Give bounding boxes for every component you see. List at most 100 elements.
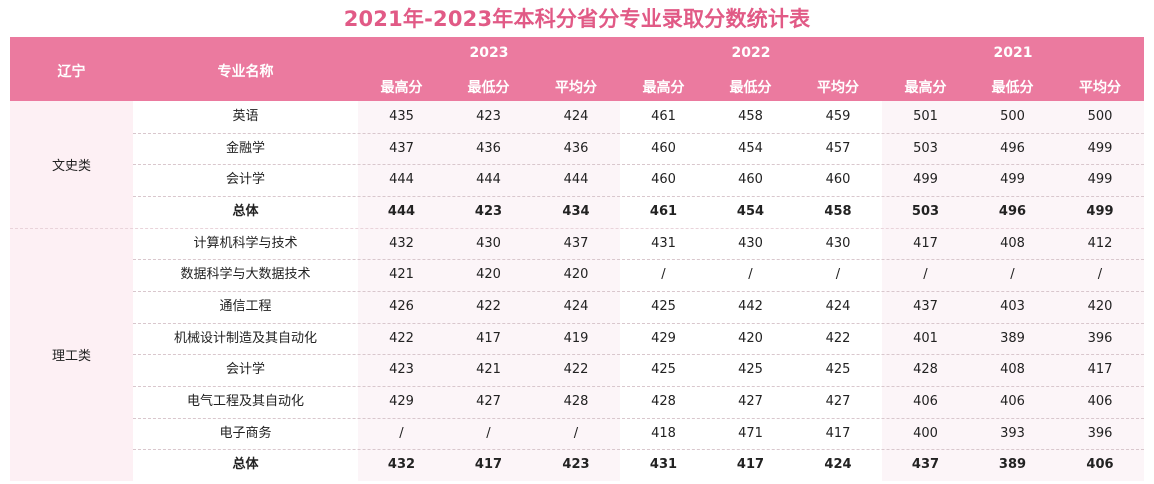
score-cell: 428	[913, 362, 938, 378]
score-cell: 434	[562, 204, 590, 219]
score-cell: 417	[1087, 362, 1113, 378]
score-cell: /	[399, 425, 404, 441]
score-cell: 412	[1087, 235, 1113, 251]
metric-header: 平均分	[555, 80, 597, 96]
score-cell: 471	[738, 425, 763, 441]
major-name: 会计学	[225, 172, 265, 188]
table-row: 机械设计制造及其自动化 422 417 419 429 420 422 401 389 396	[133, 323, 1144, 354]
row-divider	[133, 132, 1144, 134]
score-table: 辽宁 专业名称 2023 2022 2021 最高分 最低分 平均分 最高分 最…	[10, 37, 1144, 482]
score-cell: 444	[387, 204, 416, 219]
score-cell: /	[748, 267, 753, 283]
major-name: 电子商务	[219, 425, 272, 441]
major-name: 会计学	[225, 362, 265, 378]
score-cell: 422	[563, 362, 589, 378]
score-cell: 408	[1000, 362, 1025, 378]
score-cell: 417	[736, 457, 765, 473]
score-cell: 389	[998, 457, 1027, 473]
score-cell: 396	[1087, 330, 1113, 346]
score-cell: 436	[476, 140, 501, 156]
score-cell: 425	[825, 362, 851, 378]
score-cell: 427	[825, 394, 851, 410]
major-name: 总体	[232, 457, 259, 473]
score-cell: 454	[738, 140, 763, 156]
score-cell: 427	[476, 394, 501, 410]
score-cell: 499	[1086, 204, 1114, 219]
table-row: 金融学 437 436 436 460 454 457 503 496 499	[133, 133, 1144, 164]
metric-header: 最低分	[467, 80, 510, 96]
metric-header: 最低分	[729, 80, 772, 96]
score-cell: 419	[563, 330, 589, 346]
score-cell: 432	[389, 235, 414, 251]
score-cell: /	[923, 267, 928, 283]
year-header-2022: 2022	[731, 45, 771, 61]
score-cell: 425	[651, 299, 676, 315]
score-cell: 457	[825, 140, 851, 156]
score-cell: 499	[913, 172, 938, 188]
score-cell: 459	[825, 109, 851, 124]
category-label: 理工类	[51, 349, 91, 365]
metric-header: 最高分	[380, 80, 423, 96]
row-divider	[133, 164, 1144, 166]
score-cell: 437	[563, 235, 589, 251]
score-cell: 444	[476, 172, 501, 188]
score-cell: 406	[1086, 457, 1114, 473]
major-name: 数据科学与大数据技术	[180, 267, 311, 283]
score-cell: 437	[911, 457, 940, 473]
score-cell: 401	[913, 330, 938, 346]
score-cell: 423	[474, 204, 503, 219]
score-cell: 420	[563, 267, 589, 283]
score-cell: 454	[736, 204, 765, 219]
score-cell: 500	[1000, 109, 1025, 124]
metric-header: 平均分	[817, 80, 859, 96]
score-cell: 428	[651, 394, 676, 410]
score-cell: 425	[738, 362, 763, 378]
metric-header: 最高分	[642, 80, 685, 96]
score-cell: 437	[913, 299, 938, 315]
score-cell: 460	[651, 140, 676, 156]
score-cell: 400	[913, 425, 938, 441]
score-cell: 423	[476, 109, 501, 124]
major-name: 金融学	[225, 140, 265, 156]
score-cell: /	[1010, 267, 1015, 283]
table-row: 电子商务 / / / 418 471 417 400 393 396	[133, 418, 1144, 449]
score-cell: 437	[389, 140, 414, 156]
score-cell: 496	[998, 204, 1027, 219]
score-cell: 442	[738, 299, 763, 315]
score-cell: 431	[651, 235, 676, 251]
major-name: 通信工程	[219, 299, 272, 315]
score-cell: 424	[824, 457, 852, 473]
score-cell: 428	[563, 394, 589, 410]
score-cell: 461	[651, 109, 676, 124]
score-cell: 501	[913, 109, 938, 124]
metric-header: 最低分	[991, 80, 1034, 96]
score-cell: 499	[1000, 172, 1025, 188]
major-name: 英语	[232, 109, 259, 124]
table-body: 文史类 英语 435 423 424 461 458 459 501 500 500 金融学 437 43…	[10, 101, 1144, 482]
row-divider	[133, 291, 1144, 293]
score-cell: 418	[651, 425, 676, 441]
score-cell: 499	[1087, 172, 1113, 188]
score-cell: 426	[389, 299, 414, 315]
score-cell: 403	[1000, 299, 1025, 315]
score-cell: 461	[649, 204, 678, 219]
table-row: 通信工程 426 422 424 425 442 424 437 403 420	[133, 291, 1144, 322]
score-cell: 429	[651, 330, 676, 346]
score-cell: 417	[474, 457, 503, 473]
table-row: 会计学 444 444 444 460 460 460 499 499 499	[133, 164, 1144, 195]
metric-header: 最高分	[904, 80, 947, 96]
row-divider	[133, 196, 1144, 197]
table-row: 电气工程及其自动化 429 427 428 428 427 427 406 406 406	[133, 386, 1144, 417]
row-divider	[133, 417, 1144, 419]
score-cell: 422	[389, 330, 414, 346]
score-cell: 424	[563, 299, 589, 315]
major-name: 电气工程及其自动化	[186, 394, 304, 410]
score-cell: 408	[1000, 235, 1025, 251]
score-cell: 393	[1000, 425, 1025, 441]
score-cell: 444	[563, 172, 589, 188]
major-header: 专业名称	[217, 64, 274, 80]
score-cell: 423	[562, 457, 590, 473]
row-divider	[133, 449, 1144, 451]
group-separator	[10, 227, 1144, 229]
score-cell: 432	[387, 457, 416, 473]
